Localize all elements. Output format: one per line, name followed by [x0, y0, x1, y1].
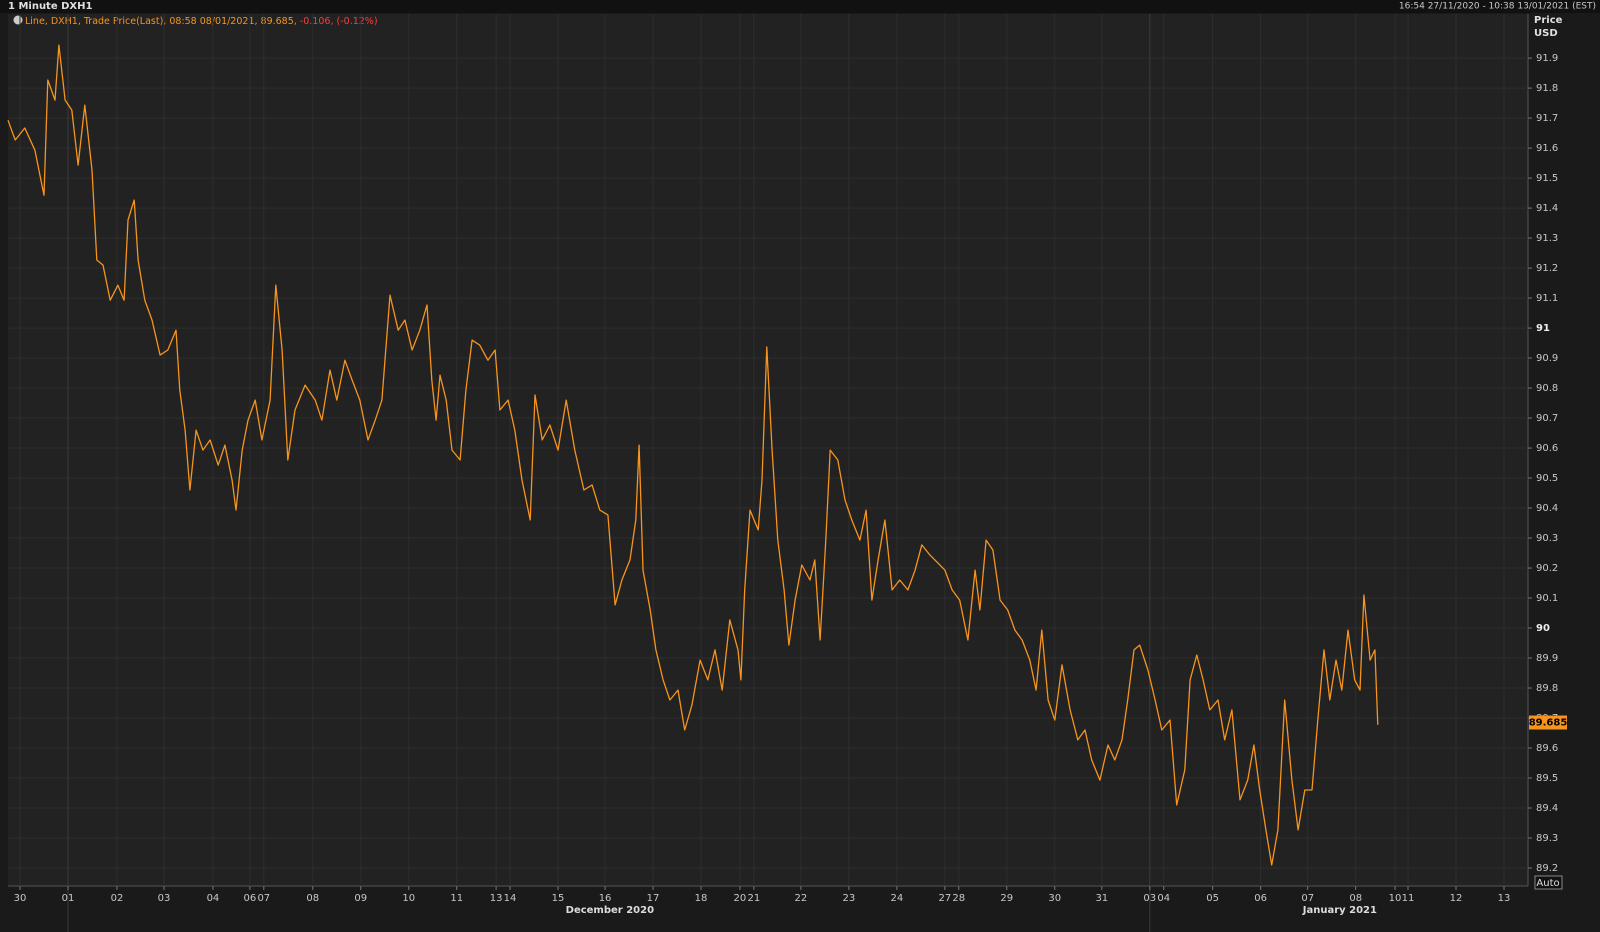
y-tick-label: 91 [1536, 323, 1550, 334]
auto-button[interactable] [1534, 875, 1563, 890]
plot-area [8, 14, 1528, 886]
x-tick-label: 10 [402, 893, 415, 904]
y-tick-label: 91.9 [1536, 53, 1558, 64]
x-tick-label: 04 [1157, 893, 1170, 904]
x-tick-label: 30 [14, 893, 27, 904]
x-tick-label: 28 [952, 893, 965, 904]
y-tick-label: 90.2 [1536, 563, 1558, 574]
y-tick-label: 90.6 [1536, 443, 1558, 454]
x-tick-label: 31 [1095, 893, 1108, 904]
x-tick-label: 11 [1402, 893, 1415, 904]
y-tick-label: 89.5 [1536, 773, 1558, 784]
y-tick-label: 89.6 [1536, 743, 1558, 754]
x-tick-label: 03 [158, 893, 171, 904]
x-tick-label: 01 [62, 893, 75, 904]
x-tick-label: 17 [647, 893, 660, 904]
x-tick-label: 07 [1301, 893, 1314, 904]
y-tick-label: 91.1 [1536, 293, 1558, 304]
y-tick-label: 91.8 [1536, 83, 1558, 94]
legend-change: -0.106, [300, 16, 334, 27]
y-tick-label: 91.3 [1536, 233, 1558, 244]
y-tick-label: 89.9 [1536, 653, 1558, 664]
x-tick-label: 05 [1206, 893, 1219, 904]
chart-title: 1 Minute DXH1 [8, 1, 92, 12]
y-tick-label: 90.9 [1536, 353, 1558, 364]
x-tick-label: 20 [734, 893, 747, 904]
y-tick-label: 90.5 [1536, 473, 1558, 484]
x-tick-label: 09 [354, 893, 367, 904]
y-tick-label: 89.4 [1536, 803, 1558, 814]
legend-change-pct: (-0.12%) [337, 16, 378, 27]
x-tick-label: 29 [1000, 893, 1013, 904]
x-tick-label: 03 [1143, 893, 1156, 904]
x-tick-label: 27 [938, 893, 951, 904]
x-tick-label: 12 [1450, 893, 1463, 904]
x-tick-label: 11 [450, 893, 463, 904]
y-tick-label: 89.2 [1536, 863, 1558, 874]
last-value-box [1529, 715, 1567, 730]
y-tick-label: 90.1 [1536, 593, 1558, 604]
y-tick-label: 89.3 [1536, 833, 1558, 844]
x-tick-label: 22 [795, 893, 808, 904]
x-tick-label: 24 [890, 893, 903, 904]
auto-button-label[interactable]: Auto [1536, 878, 1559, 889]
x-tick-label: 30 [1048, 893, 1061, 904]
y-tick-label: 91.2 [1536, 263, 1558, 274]
legend-text: Line, DXH1, Trade Price(Last), 08:58 08/… [25, 16, 297, 27]
y-tick-label: 91.7 [1536, 113, 1558, 124]
x-tick-label: 13 [1498, 893, 1511, 904]
header-bar [0, 0, 1600, 13]
legend: Line, DXH1, Trade Price(Last), 08:58 08/… [25, 16, 378, 27]
x-tick-label: 08 [1349, 893, 1362, 904]
y-tick-label: 90.3 [1536, 533, 1558, 544]
y-tick-label: 90.7 [1536, 413, 1558, 424]
y-tick-label: 91.5 [1536, 173, 1558, 184]
legend-icon[interactable] [13, 15, 23, 25]
x-tick-label: 06 [244, 893, 257, 904]
y-tick-label: 90 [1536, 623, 1550, 634]
x-tick-label: 18 [695, 893, 708, 904]
x-tick-label: 14 [504, 893, 517, 904]
y-axis-title: Price [1534, 15, 1563, 26]
x-tick-label: 07 [257, 893, 270, 904]
x-tick-label: 13 [490, 893, 503, 904]
last-value-label: 89.685 [1529, 718, 1568, 729]
x-tick-label: 16 [599, 893, 612, 904]
y-tick-label: 90.4 [1536, 503, 1558, 514]
x-tick-label: 15 [552, 893, 565, 904]
price-line [7, 44, 1379, 866]
x-tick-label: 08 [306, 893, 319, 904]
x-tick-label: 06 [1254, 893, 1267, 904]
x-tick-label: 02 [111, 893, 124, 904]
time-range: 16:54 27/11/2020 - 10:38 13/01/2021 (EST… [1399, 2, 1596, 12]
x-tick-label: 04 [207, 893, 220, 904]
y-axis-unit: USD [1534, 28, 1558, 39]
x-tick-label: 23 [843, 893, 856, 904]
x-tick-label: 21 [747, 893, 760, 904]
month-label: December 2020 [566, 905, 654, 916]
y-tick-label: 90.8 [1536, 383, 1558, 394]
y-tick-label: 91.4 [1536, 203, 1558, 214]
month-label: January 2021 [1302, 905, 1377, 916]
y-tick-label: 91.6 [1536, 143, 1558, 154]
y-tick-label: 89.8 [1536, 683, 1558, 694]
x-tick-label: 10 [1389, 893, 1402, 904]
